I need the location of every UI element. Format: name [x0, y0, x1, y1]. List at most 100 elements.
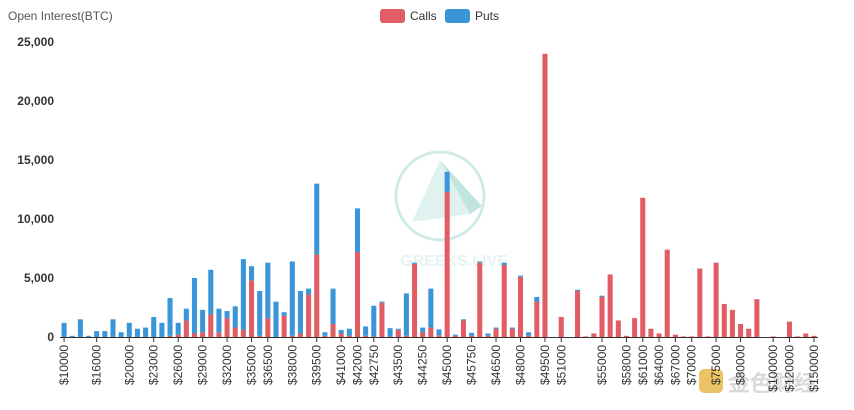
bar-calls[interactable]	[469, 335, 475, 337]
bar-puts[interactable]	[306, 288, 312, 295]
bar-puts[interactable]	[534, 296, 540, 302]
bar-puts[interactable]	[216, 308, 222, 333]
bar-puts[interactable]	[477, 261, 483, 263]
bar-calls[interactable]	[795, 336, 801, 337]
bar-calls[interactable]	[330, 324, 336, 337]
bar-calls[interactable]	[371, 336, 377, 337]
bar-calls[interactable]	[542, 53, 548, 338]
bar-calls[interactable]	[428, 327, 434, 337]
bar-calls[interactable]	[240, 329, 246, 337]
legend-puts-swatch[interactable]	[445, 9, 470, 23]
bar-puts[interactable]	[403, 293, 409, 336]
bar-puts[interactable]	[208, 269, 214, 315]
bar-calls[interactable]	[257, 335, 263, 337]
bar-puts[interactable]	[257, 290, 263, 336]
bar-calls[interactable]	[354, 252, 361, 337]
bar-calls[interactable]	[680, 336, 687, 337]
bar-calls[interactable]	[607, 274, 613, 337]
bar-puts[interactable]	[322, 332, 328, 336]
bar-puts[interactable]	[86, 335, 92, 337]
bar-calls[interactable]	[705, 336, 711, 337]
bar-calls[interactable]	[501, 265, 507, 337]
bar-puts[interactable]	[575, 289, 581, 291]
bar-puts[interactable]	[485, 333, 491, 336]
bar-puts[interactable]	[436, 329, 442, 336]
bar-calls[interactable]	[224, 318, 230, 337]
bar-calls[interactable]	[412, 263, 418, 337]
bar-calls[interactable]	[632, 318, 638, 337]
bar-calls[interactable]	[403, 335, 409, 337]
bar-calls[interactable]	[208, 314, 214, 337]
bar-puts[interactable]	[102, 331, 108, 337]
bar-calls[interactable]	[281, 315, 287, 337]
bar-puts[interactable]	[167, 298, 173, 336]
bar-calls[interactable]	[183, 320, 189, 337]
bar-calls[interactable]	[583, 336, 589, 337]
bar-calls[interactable]	[517, 276, 524, 337]
bar-puts[interactable]	[387, 328, 393, 337]
bar-puts[interactable]	[289, 261, 295, 336]
bar-calls[interactable]	[558, 316, 564, 337]
bar-calls[interactable]	[534, 301, 540, 337]
bar-puts[interactable]	[224, 311, 230, 319]
bar-calls[interactable]	[615, 320, 621, 337]
bar-calls[interactable]	[346, 335, 352, 337]
bar-calls[interactable]	[746, 328, 752, 337]
bar-calls[interactable]	[493, 328, 499, 337]
bar-calls[interactable]	[395, 329, 401, 337]
bar-puts[interactable]	[452, 334, 458, 336]
bar-calls[interactable]	[729, 309, 735, 337]
bar-puts[interactable]	[77, 319, 83, 337]
bar-calls[interactable]	[526, 335, 532, 337]
bar-puts[interactable]	[428, 288, 434, 328]
bar-calls[interactable]	[770, 336, 776, 337]
bar-puts[interactable]	[493, 327, 499, 329]
bar-calls[interactable]	[811, 335, 817, 337]
bar-calls[interactable]	[738, 324, 744, 337]
bar-puts[interactable]	[273, 301, 279, 337]
bar-calls[interactable]	[289, 335, 295, 337]
bar-calls[interactable]	[167, 335, 173, 337]
bar-puts[interactable]	[444, 171, 450, 192]
bar-calls[interactable]	[599, 296, 605, 337]
legend-calls-swatch[interactable]	[380, 9, 405, 23]
bar-puts[interactable]	[314, 183, 320, 255]
bar-puts[interactable]	[297, 290, 303, 334]
bar-puts[interactable]	[509, 327, 515, 329]
bar-puts[interactable]	[346, 328, 352, 336]
bar-puts[interactable]	[134, 328, 140, 337]
bar-puts[interactable]	[420, 327, 426, 333]
bar-calls[interactable]	[477, 262, 483, 337]
bar-puts[interactable]	[94, 331, 100, 337]
bar-calls[interactable]	[460, 320, 466, 337]
bar-puts[interactable]	[363, 326, 369, 336]
bar-puts[interactable]	[281, 312, 287, 316]
bar-calls[interactable]	[452, 335, 458, 337]
bar-calls[interactable]	[648, 328, 654, 337]
bar-calls[interactable]	[713, 262, 719, 337]
bar-calls[interactable]	[697, 268, 703, 337]
bar-puts[interactable]	[183, 308, 189, 321]
bar-puts[interactable]	[249, 266, 255, 281]
bar-puts[interactable]	[151, 316, 157, 337]
bar-calls[interactable]	[721, 303, 727, 337]
bar-calls[interactable]	[444, 191, 450, 337]
bar-puts[interactable]	[395, 328, 401, 330]
bar-calls[interactable]	[672, 334, 678, 337]
bar-calls[interactable]	[420, 332, 426, 337]
bar-calls[interactable]	[656, 333, 662, 337]
bar-calls[interactable]	[363, 335, 369, 337]
bar-puts[interactable]	[517, 275, 524, 277]
bar-calls[interactable]	[509, 328, 515, 337]
bar-calls[interactable]	[786, 321, 792, 337]
bar-puts[interactable]	[338, 329, 344, 334]
legend-puts-label[interactable]: Puts	[475, 9, 499, 23]
bar-puts[interactable]	[191, 278, 198, 334]
bar-calls[interactable]	[338, 333, 344, 337]
legend[interactable]: Calls Puts	[380, 9, 499, 23]
bar-calls[interactable]	[689, 336, 695, 337]
bar-puts[interactable]	[175, 322, 181, 335]
bar-puts[interactable]	[501, 262, 507, 266]
bar-puts[interactable]	[240, 259, 246, 330]
bar-calls[interactable]	[191, 333, 198, 337]
